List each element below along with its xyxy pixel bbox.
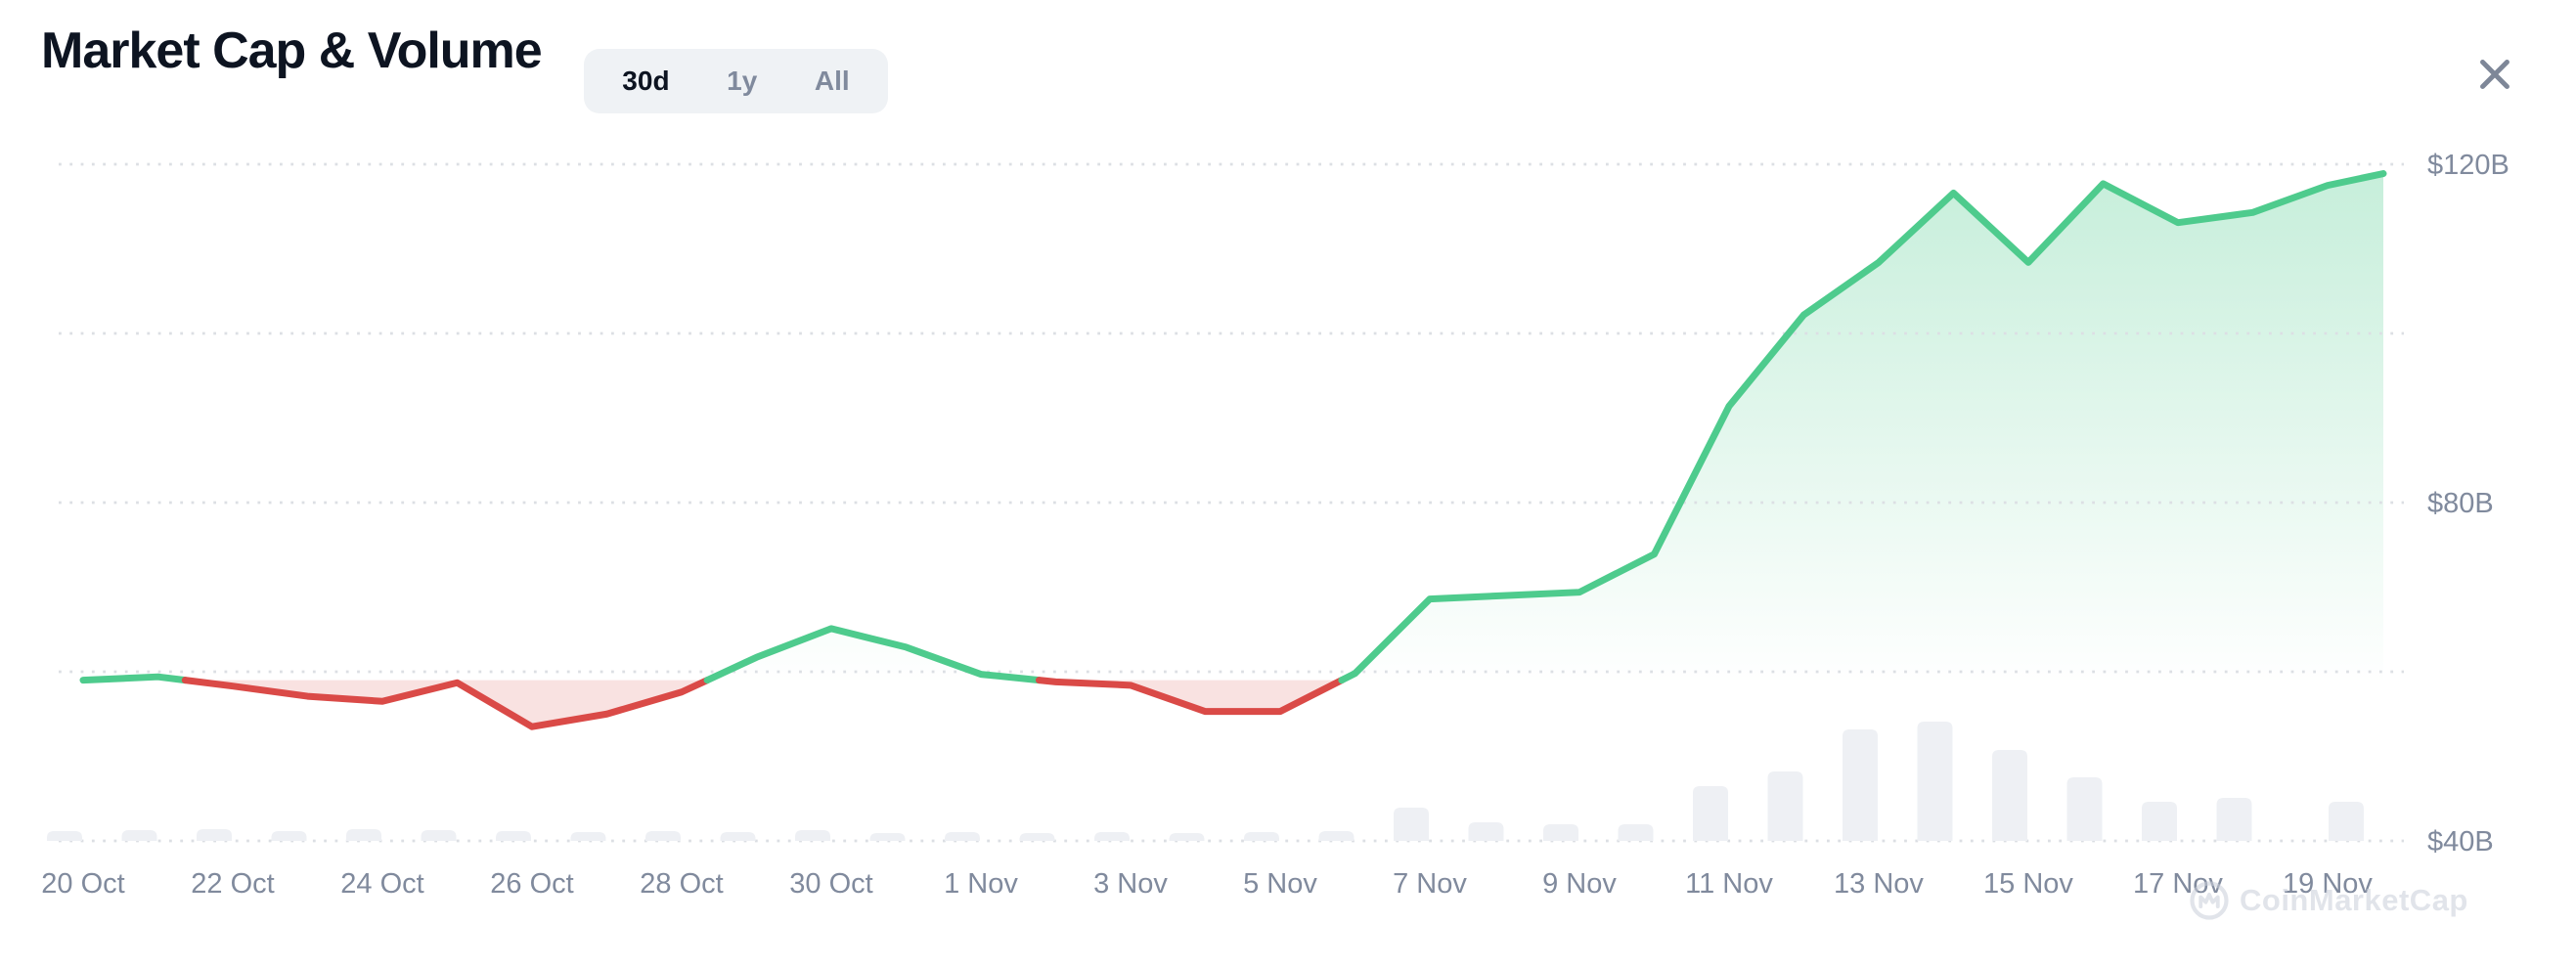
range-button-all[interactable]: All (805, 60, 860, 103)
volume-bar (2066, 777, 2103, 841)
volume-bar (496, 831, 531, 841)
volume-bar (1543, 824, 1578, 841)
x-axis-label: 28 Oct (640, 868, 723, 900)
x-axis-label: 15 Nov (1983, 868, 2073, 900)
volume-bar (795, 830, 830, 841)
volume-bar (1394, 808, 1429, 841)
volume-bar (47, 831, 82, 841)
volume-bar (1693, 786, 1728, 841)
x-axis-label: 5 Nov (1243, 868, 1317, 900)
area-fill-down (185, 680, 708, 727)
volume-bar (2142, 802, 2177, 841)
x-axis-label: 22 Oct (191, 868, 274, 900)
y-axis-label: $120B (2427, 150, 2509, 181)
x-axis-label: 3 Nov (1093, 868, 1168, 900)
volume-bar (869, 833, 906, 841)
market-cap-line-up (79, 673, 189, 684)
close-button[interactable] (2461, 40, 2529, 109)
market-cap-line-down (181, 677, 711, 730)
volume-bar (1244, 832, 1279, 841)
volume-bar (570, 832, 606, 841)
close-icon (2480, 60, 2509, 89)
range-button-30d[interactable]: 30d (612, 60, 679, 103)
x-axis-label: 19 Nov (2283, 868, 2373, 900)
x-axis-label: 24 Oct (340, 868, 423, 900)
page-title: Market Cap & Volume (41, 22, 543, 79)
area-fill-up (1341, 173, 2383, 681)
x-axis-label: 11 Nov (1685, 868, 1773, 900)
x-axis-label: 9 Nov (1542, 868, 1617, 900)
volume-bar (720, 832, 756, 841)
volume-bar (197, 829, 232, 841)
x-axis-label: 7 Nov (1393, 868, 1467, 900)
volume-bar (2329, 802, 2364, 841)
volume-bar (945, 832, 980, 841)
volume-bar (1767, 771, 1803, 841)
volume-bar (645, 831, 681, 841)
volume-bar (1169, 833, 1205, 841)
x-axis-label: 20 Oct (41, 868, 124, 900)
x-axis-label: 13 Nov (1834, 868, 1924, 900)
y-axis-label: $40B (2427, 826, 2494, 858)
x-axis-label: 26 Oct (490, 868, 573, 900)
market-cap-line-down (1036, 677, 1346, 716)
volume-bar (1468, 822, 1504, 841)
volume-bar (2216, 798, 2252, 841)
volume-bar (1843, 729, 1878, 841)
volume-bar (346, 829, 381, 841)
range-button-1y[interactable]: 1y (717, 60, 767, 103)
time-range-selector: 30d 1y All (584, 49, 888, 113)
volume-bar (421, 830, 457, 841)
volume-bar (1318, 831, 1355, 841)
area-fill-down (1039, 680, 1342, 712)
x-axis-label: 1 Nov (944, 868, 1018, 900)
market-cap-line-up (703, 625, 1043, 684)
volume-bar (1094, 832, 1130, 841)
x-axis-label: 30 Oct (789, 868, 872, 900)
x-axis-label: 17 Nov (2133, 868, 2223, 900)
y-axis-label: $80B (2427, 488, 2494, 519)
market-cap-line-up (1338, 170, 2387, 684)
volume-bar (121, 830, 157, 841)
volume-bar (1618, 824, 1654, 841)
volume-bar (1992, 750, 2027, 841)
volume-bar (1917, 722, 1953, 841)
volume-bar (1019, 833, 1055, 841)
volume-bar (271, 831, 307, 841)
